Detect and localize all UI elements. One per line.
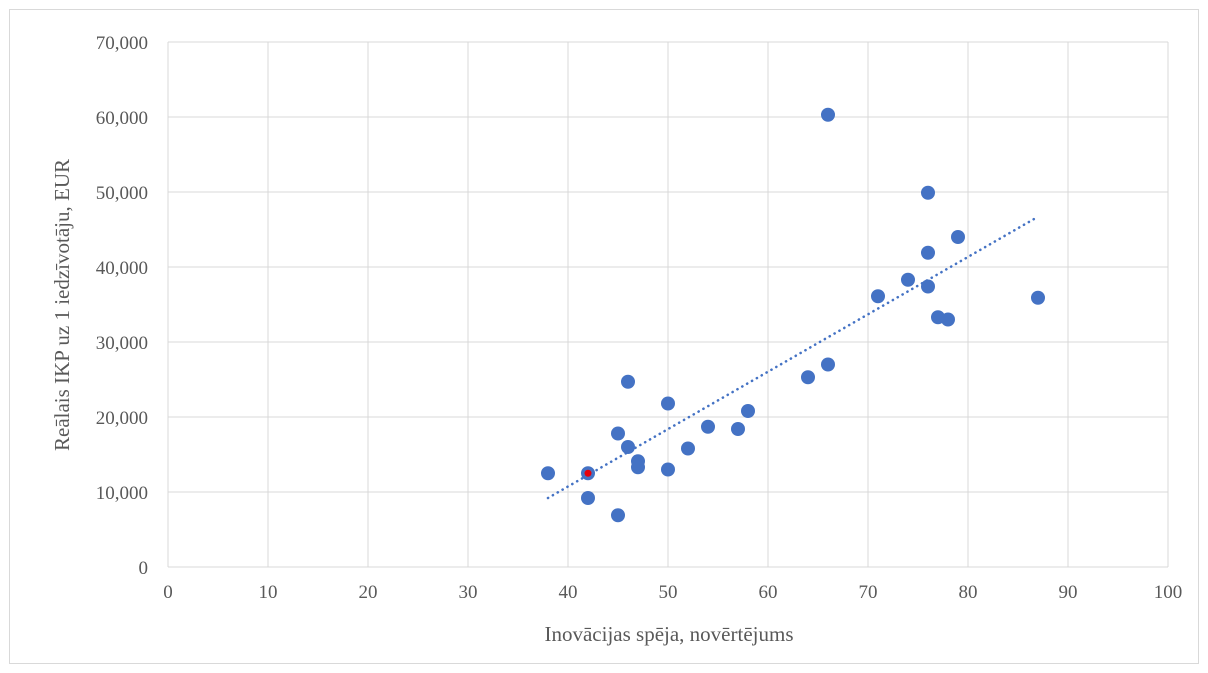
data-points [541, 107, 1045, 523]
data-point [611, 426, 625, 441]
data-point [701, 419, 715, 434]
x-axis-title: Inovācijas spēja, novērtējums [544, 622, 793, 646]
x-tick-label: 60 [759, 582, 778, 603]
x-tick-label: 40 [559, 582, 578, 603]
data-point [941, 312, 955, 327]
y-tick-label: 20,000 [96, 408, 148, 429]
x-tick-label: 10 [259, 582, 278, 603]
vertical-gridlines [167, 42, 1169, 567]
data-point [661, 462, 675, 477]
x-tick-label: 70 [859, 582, 878, 603]
x-tick-labels: 0 10 20 30 40 50 60 70 80 90 100 [163, 582, 1182, 603]
y-axis-title: Reālais IKP uz 1 iedzīvotāju, EUR [50, 159, 74, 451]
y-tick-label: 60,000 [96, 108, 148, 129]
horizontal-gridlines [168, 41, 1168, 568]
data-point [901, 272, 915, 287]
y-tick-label: 0 [139, 558, 149, 579]
trendline-group [546, 215, 1040, 500]
x-tick-label: 30 [459, 582, 478, 603]
data-point [921, 245, 935, 260]
x-tick-label: 0 [163, 582, 173, 603]
x-tick-label: 100 [1154, 582, 1183, 603]
data-point [681, 441, 695, 456]
data-point [821, 107, 835, 122]
x-tick-label: 50 [659, 582, 678, 603]
y-tick-labels: 0 10,000 20,000 30,000 40,000 50,000 60,000 70,… [96, 33, 148, 579]
data-point [921, 279, 935, 294]
y-tick-label: 30,000 [96, 333, 148, 354]
data-point [731, 422, 745, 436]
data-point [541, 466, 555, 481]
data-point [871, 289, 885, 304]
data-point [1031, 290, 1045, 305]
y-tick-label: 10,000 [96, 483, 148, 504]
data-point [581, 491, 595, 505]
y-tick-label: 70,000 [96, 33, 148, 54]
data-point [821, 357, 835, 372]
data-point [611, 508, 625, 523]
data-point [631, 460, 645, 475]
data-point [661, 396, 675, 411]
trendline [546, 215, 1040, 500]
x-tick-label: 20 [359, 582, 378, 603]
y-tick-label: 50,000 [96, 183, 148, 204]
x-tick-label: 80 [959, 582, 978, 603]
data-point [741, 404, 755, 418]
data-point [621, 374, 635, 389]
data-point [801, 370, 815, 385]
chart-frame [9, 9, 1199, 664]
data-point [921, 185, 935, 200]
data-point [621, 440, 635, 454]
x-tick-label: 90 [1059, 582, 1078, 603]
y-tick-label: 40,000 [96, 258, 148, 279]
data-point [951, 230, 965, 244]
highlighted-point-center [584, 469, 592, 477]
